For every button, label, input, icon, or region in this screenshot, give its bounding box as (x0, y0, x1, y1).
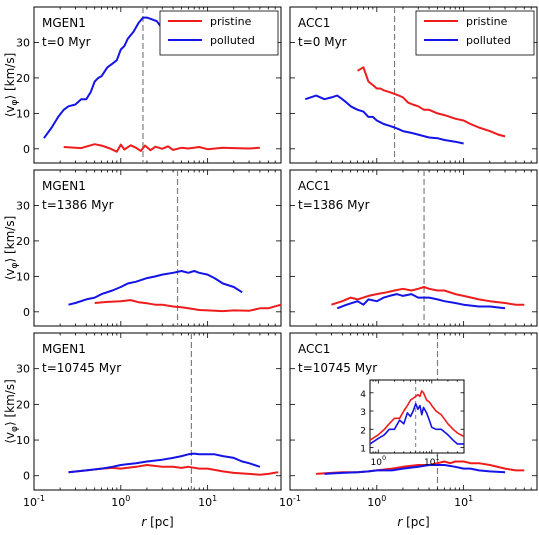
panel-r1c1: 0 10 20 30 MGEN1 t=0 Myr pristine polluted (16, 7, 281, 163)
x-tick-label: 100 (367, 494, 386, 509)
model-label: ACC1 (298, 179, 330, 193)
model-label: MGEN1 (42, 342, 86, 356)
inset-plot-area (370, 380, 464, 453)
model-label: ACC1 (298, 16, 330, 30)
legend-label-polluted: polluted (210, 34, 255, 47)
x-tick-label: 101 (454, 494, 473, 509)
y-tick-label: 30 (16, 199, 30, 212)
y-tick-label: 0 (23, 470, 30, 483)
y-tick-label: 10 (16, 107, 30, 120)
y-tick-label: 10 (16, 434, 30, 447)
model-label: MGEN1 (42, 179, 86, 193)
time-label: t=0 Myr (298, 35, 347, 49)
y-tick-label: 0 (23, 143, 30, 156)
plot-area (34, 170, 281, 326)
time-label: t=0 Myr (42, 35, 91, 49)
time-label: t=10745 Myr (298, 361, 377, 375)
y-tick-label: 4 (360, 390, 366, 400)
model-label: MGEN1 (42, 16, 86, 30)
legend-label-pristine: pristine (466, 15, 508, 28)
y-tick-label: 2 (360, 426, 366, 436)
y-tick-label: 1 (360, 445, 366, 455)
time-label: t=1386 Myr (298, 198, 370, 212)
panel-r2c1: 0 10 20 30 MGEN1 t=1386 Myr (16, 170, 281, 326)
x-axis-label: r [pc] (141, 515, 173, 529)
y-tick-label: 20 (16, 235, 30, 248)
x-axis-label: r [pc] (397, 515, 429, 529)
x-tick-label: 101 (198, 494, 217, 509)
x-tick-label: 10-1 (279, 494, 301, 509)
legend-label-polluted: polluted (466, 34, 511, 47)
legend-label-pristine: pristine (210, 15, 252, 28)
y-tick-label: 30 (16, 363, 30, 376)
y-tick-label: 30 (16, 36, 30, 49)
y-tick-label: 20 (16, 72, 30, 85)
x-tick-label: 100 (111, 494, 130, 509)
time-label: t=10745 Myr (42, 361, 121, 375)
model-label: ACC1 (298, 342, 330, 356)
panel-r2c2: ACC1 t=1386 Myr (290, 170, 537, 326)
y-tick-label: 20 (16, 398, 30, 411)
panel-r1c2: ACC1 t=0 Myr pristine polluted (290, 7, 537, 163)
y-tick-label: 0 (23, 306, 30, 319)
panel-r3c1: 0 10 20 30 10-1 100 101 MGEN1 t=10745 Myr (16, 333, 281, 509)
y-tick-label: 3 (360, 408, 366, 418)
y-tick-label: 10 (16, 270, 30, 283)
x-tick-label: 10-1 (23, 494, 45, 509)
time-label: t=1386 Myr (42, 198, 114, 212)
